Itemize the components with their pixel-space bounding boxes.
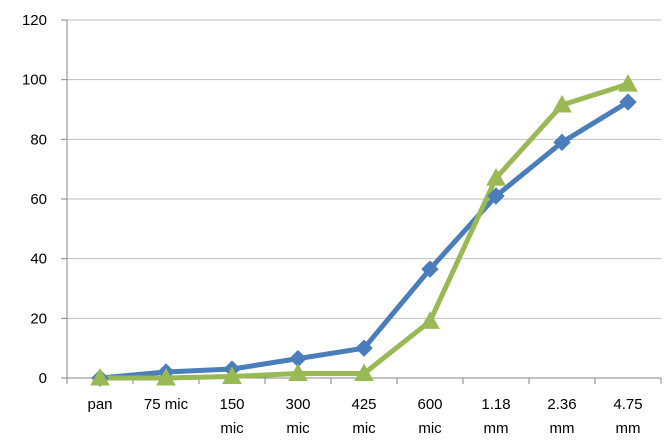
series-2-point	[354, 363, 374, 382]
x-tick-label: 1.18 mm	[481, 396, 510, 437]
x-tick-label-line: mm	[616, 420, 641, 437]
series-2-point	[420, 311, 440, 329]
x-tick-label: 2.36 mm	[547, 396, 576, 437]
y-tick-label: 0	[39, 370, 47, 387]
series-1-point	[487, 187, 505, 205]
y-tick-label: 120	[22, 12, 47, 29]
x-tick-label: 150 mic	[219, 396, 244, 437]
axes	[61, 19, 662, 384]
y-axis-tick-labels: 0 20 40 60 80 100 120	[22, 12, 47, 387]
x-tick-label-line: mic	[418, 420, 442, 437]
x-tick-label-line: 1.18	[481, 396, 510, 413]
series-2-point	[552, 95, 572, 113]
series-1-point	[619, 93, 637, 111]
x-tick-label-line: 425	[351, 396, 376, 413]
x-tick-label-line: 2.36	[547, 396, 576, 413]
series-2-point	[486, 168, 506, 186]
series-2-point	[618, 74, 638, 92]
x-tick-label-line: 4.75	[613, 396, 642, 413]
series-1-point	[421, 260, 439, 278]
x-tick-label: 425 mic	[351, 396, 376, 437]
x-tick-label-line: mm	[550, 420, 575, 437]
x-tick-label-line: 300	[285, 396, 310, 413]
x-tick-label-line: pan	[87, 396, 112, 413]
y-tick-label: 20	[30, 310, 47, 327]
series-1-line	[97, 99, 631, 381]
series-2-point	[90, 367, 110, 386]
x-tick-label-line: mm	[484, 420, 509, 437]
series-markers	[90, 74, 638, 387]
y-tick-label: 100	[22, 72, 47, 89]
series-2-point	[288, 363, 308, 382]
x-tick-label-line: mic	[286, 420, 310, 437]
series-2-point	[222, 366, 242, 385]
series-2-line	[97, 81, 631, 381]
x-tick-label: 600 mic	[417, 396, 442, 437]
series-2-point	[156, 367, 176, 386]
x-tick-label-line: mic	[220, 420, 244, 437]
x-tick-label-line: 150	[219, 396, 244, 413]
series-lines	[97, 81, 631, 381]
x-tick-label-line: 600	[417, 396, 442, 413]
x-tick-label-line: mic	[352, 420, 376, 437]
gridlines	[67, 19, 661, 319]
y-tick-label: 80	[30, 131, 47, 148]
x-tick-label: 300 mic	[285, 396, 310, 437]
y-tick-label: 60	[30, 191, 47, 208]
y-tick-label: 40	[30, 251, 47, 268]
series-1-point	[355, 339, 373, 357]
x-tick-label: 75 mic	[144, 396, 189, 413]
x-tick-label-line: 75 mic	[144, 396, 189, 413]
x-tick-label: 4.75 mm	[613, 396, 642, 437]
series-1-point	[553, 133, 571, 152]
x-tick-label: pan	[87, 396, 112, 413]
